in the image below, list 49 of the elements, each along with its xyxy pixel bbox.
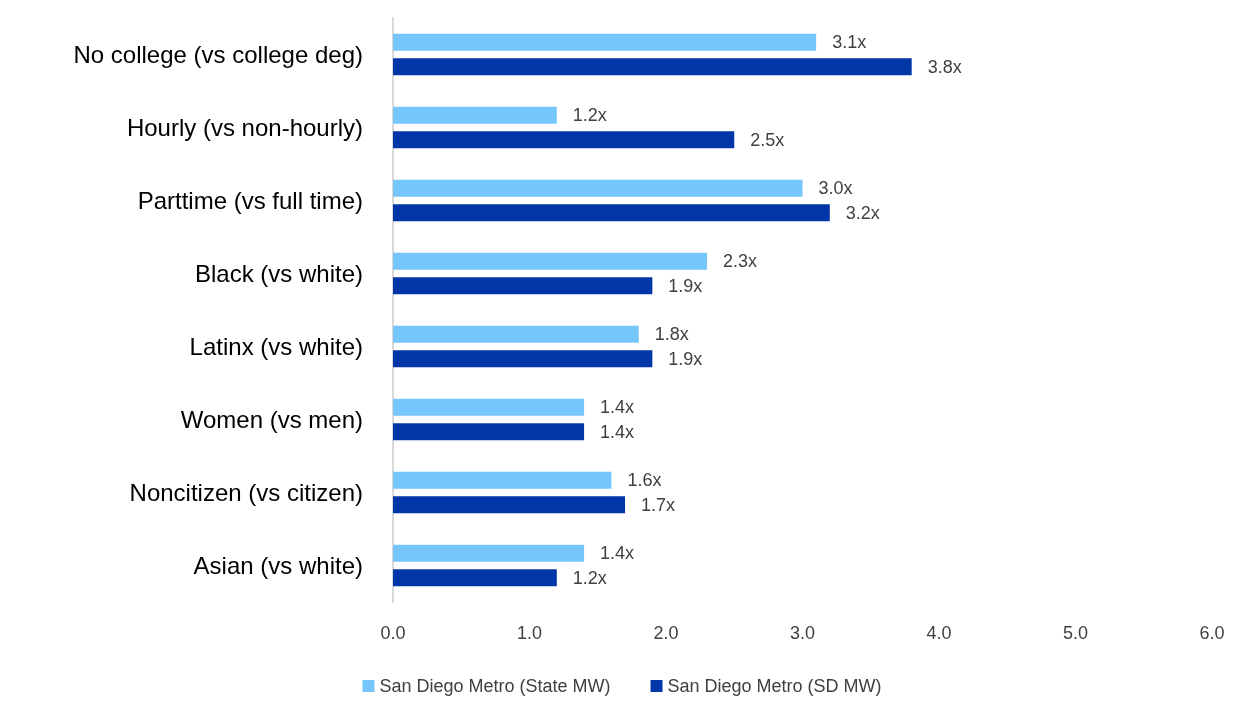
x-tick-label: 0.0 [380,623,406,643]
data-label: 2.5x [750,129,785,150]
bar [393,544,585,562]
data-label: 1.9x [668,348,703,369]
data-label: 3.8x [927,56,962,77]
data-label: 3.1x [832,32,867,53]
x-tick-label: 4.0 [926,623,952,643]
y-tick-label: Asian (vs white) [193,552,363,579]
legend-label: San Diego Metro (State MW) [379,676,611,696]
bar [393,350,653,368]
bar [393,179,803,197]
y-tick-label: Women (vs men) [180,406,363,433]
x-tick-label: 3.0 [789,623,816,643]
bar [393,471,612,489]
y-tick-label: No college (vs college deg) [73,41,363,68]
bar [393,325,639,343]
x-tick-label: 2.0 [653,623,679,643]
bar [393,33,817,51]
data-label: 1.2x [572,105,607,126]
y-tick-label: Latinx (vs white) [189,333,363,360]
data-label: 1.7x [641,494,676,515]
data-label: 1.6x [627,470,662,491]
bar [393,496,626,514]
y-tick-label: Parttime (vs full time) [137,187,363,214]
data-label: 3.0x [818,178,853,199]
data-label: 2.3x [722,251,757,272]
y-tick-label: Noncitizen (vs citizen) [129,479,363,506]
bar [393,398,585,416]
data-label: 1.9x [668,275,703,296]
data-label: 1.2x [572,567,607,588]
bar [393,277,653,295]
y-tick-label: Hourly (vs non-hourly) [126,114,363,141]
bar [393,58,912,76]
data-label: 3.2x [845,202,880,223]
data-label: 1.4x [600,421,635,442]
x-tick-label: 6.0 [1199,623,1225,643]
data-label: 1.8x [654,324,689,345]
bar [393,131,735,149]
bar [393,423,585,441]
data-label: 1.4x [600,543,635,564]
legend-label: San Diego Metro (SD MW) [667,676,882,696]
y-tick-label: Black (vs white) [194,260,363,287]
bar [393,106,557,124]
x-tick-label: 1.0 [516,623,543,643]
x-tick-label: 5.0 [1062,623,1089,643]
bar [393,204,830,222]
bar [393,569,557,587]
bar [393,252,707,270]
data-label: 1.4x [600,397,635,418]
